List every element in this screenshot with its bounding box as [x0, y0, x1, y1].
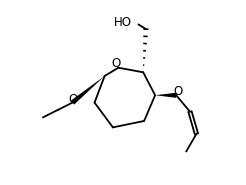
Polygon shape: [155, 93, 176, 98]
Text: O: O: [174, 85, 183, 98]
Polygon shape: [71, 76, 105, 105]
Text: O: O: [69, 93, 78, 106]
Text: O: O: [111, 57, 120, 70]
Text: HO: HO: [114, 16, 132, 29]
